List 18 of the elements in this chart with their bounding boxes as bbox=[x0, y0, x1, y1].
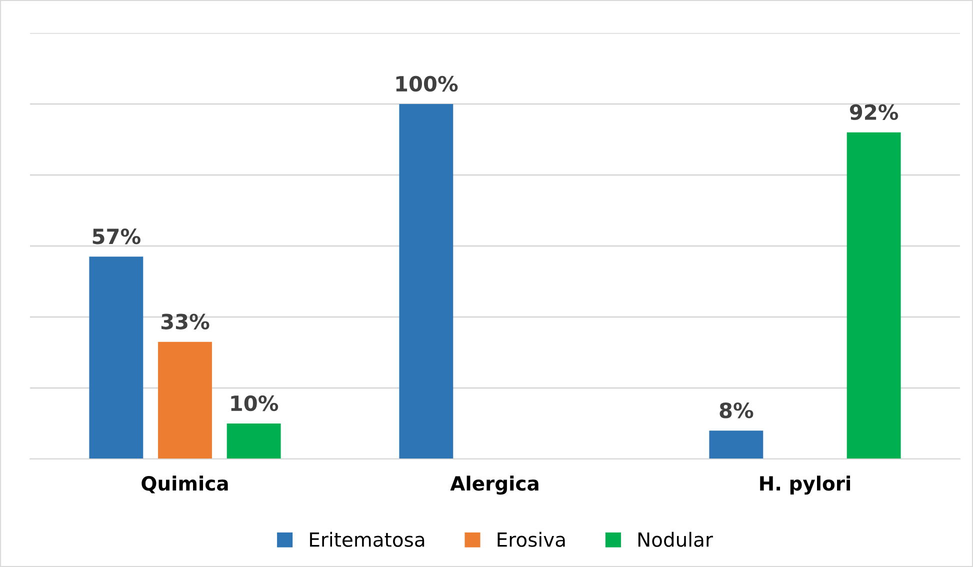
x-tick-label: Alergica bbox=[450, 476, 538, 495]
data-label: 10% bbox=[231, 395, 278, 412]
data-label: 100% bbox=[396, 76, 458, 92]
bar bbox=[399, 104, 454, 459]
bar bbox=[709, 430, 764, 459]
x-tick-label: H. pylori bbox=[760, 476, 850, 495]
x-tick-label: Quimica bbox=[142, 476, 228, 494]
data-label: 92% bbox=[850, 104, 898, 120]
bar bbox=[158, 342, 212, 459]
legend-label: Erosiva bbox=[498, 532, 565, 547]
data-label: 33% bbox=[161, 314, 210, 330]
bar bbox=[846, 132, 901, 459]
data-label: 8% bbox=[720, 402, 754, 418]
legend-label: Nodular bbox=[638, 532, 713, 547]
legend-label: Eritematosa bbox=[310, 532, 424, 547]
data-label: 57% bbox=[92, 228, 140, 244]
bar bbox=[89, 256, 144, 459]
bar bbox=[226, 424, 281, 459]
